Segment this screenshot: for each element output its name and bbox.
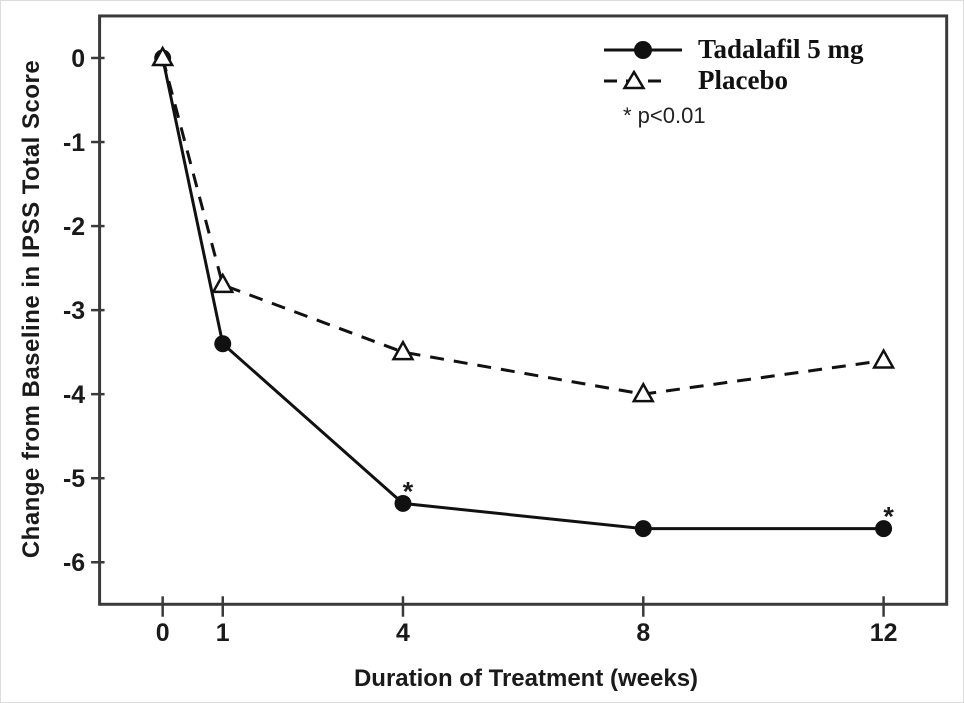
x-tick-label: 4 (396, 619, 410, 647)
x-tick-label: 8 (636, 619, 650, 647)
y-tick-label: -5 (63, 465, 85, 493)
y-tick-label: -1 (63, 129, 85, 157)
solid-line-filled-circle-icon (604, 40, 682, 59)
data-point-tadalafil-5-mg (875, 520, 893, 538)
data-point-tadalafil-5-mg (214, 335, 232, 353)
x-tick-label: 12 (870, 619, 898, 647)
legend: Tadalafil 5 mg Placebo * p<0.01 (602, 34, 864, 129)
dashed-line-open-triangle-icon (604, 69, 664, 89)
y-tick-label: -4 (63, 381, 85, 409)
x-axis-title: Duration of Treatment (weeks) (353, 665, 699, 692)
data-point-placebo (151, 45, 175, 67)
y-tick-label: -3 (63, 297, 85, 325)
legend-item-tadalafil: Tadalafil 5 mg (602, 34, 864, 65)
legend-item-placebo: Placebo (602, 65, 864, 96)
x-tick-label: 1 (216, 619, 230, 647)
series-line-placebo (161, 57, 884, 396)
data-point-placebo (631, 381, 655, 403)
significance-asterisk: * (403, 476, 414, 506)
y-tick-label: -2 (63, 213, 85, 241)
y-axis-title: Change from Baseline in IPSS Total Score (18, 59, 45, 559)
x-tick-label: 0 (156, 619, 170, 647)
legend-label-placebo: Placebo (698, 65, 788, 95)
data-point-tadalafil-5-mg (394, 494, 412, 512)
legend-label-tadalafil: Tadalafil 5 mg (698, 34, 864, 64)
significance-note: * p<0.01 (623, 103, 706, 128)
significance-asterisk: * (883, 502, 894, 532)
data-point-tadalafil-5-mg (634, 520, 652, 538)
y-tick-label: -6 (63, 549, 85, 577)
y-tick-label: 0 (71, 45, 85, 73)
data-point-placebo (211, 272, 235, 294)
data-point-placebo (391, 339, 415, 361)
data-point-placebo (871, 348, 896, 369)
